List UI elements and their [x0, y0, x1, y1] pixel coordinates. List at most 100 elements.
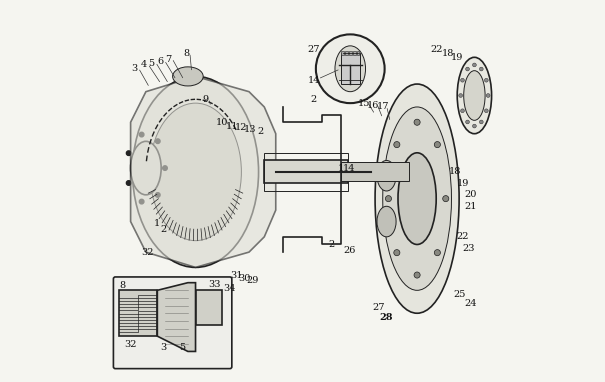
Text: 17: 17	[376, 102, 389, 112]
Bar	[264, 160, 348, 183]
Text: 24: 24	[464, 299, 477, 308]
Text: 14: 14	[343, 163, 355, 173]
Text: 22: 22	[430, 45, 442, 54]
Circle shape	[434, 249, 440, 256]
Text: 1: 1	[338, 163, 344, 173]
Ellipse shape	[149, 103, 241, 241]
Ellipse shape	[335, 46, 365, 92]
Text: 21: 21	[464, 202, 477, 211]
Circle shape	[385, 196, 391, 202]
Text: 2: 2	[311, 95, 317, 104]
Circle shape	[155, 193, 160, 197]
Text: 16: 16	[367, 100, 379, 110]
Ellipse shape	[132, 76, 258, 267]
Text: 2: 2	[257, 127, 264, 136]
Text: 14: 14	[308, 76, 320, 85]
Circle shape	[485, 78, 488, 82]
Circle shape	[394, 249, 400, 256]
Text: 34: 34	[224, 284, 236, 293]
Text: 8: 8	[183, 49, 189, 58]
Text: 19: 19	[451, 53, 463, 62]
Text: 7: 7	[165, 55, 171, 64]
Circle shape	[414, 119, 420, 125]
FancyBboxPatch shape	[113, 277, 232, 369]
Circle shape	[486, 94, 490, 97]
Ellipse shape	[398, 153, 436, 244]
Circle shape	[473, 124, 476, 128]
Circle shape	[466, 120, 469, 124]
Circle shape	[126, 151, 131, 155]
Text: 2: 2	[160, 225, 166, 234]
Text: 15: 15	[358, 99, 370, 108]
Text: 18: 18	[442, 49, 454, 58]
Text: 13: 13	[244, 125, 256, 134]
Circle shape	[485, 109, 488, 113]
Bar	[264, 153, 348, 191]
Text: 32: 32	[125, 340, 137, 349]
Text: 26: 26	[343, 246, 355, 255]
Circle shape	[434, 142, 440, 148]
Circle shape	[479, 120, 483, 124]
Circle shape	[460, 78, 465, 82]
Ellipse shape	[383, 107, 451, 290]
Text: 2: 2	[328, 240, 335, 249]
Circle shape	[466, 67, 469, 71]
Text: 9: 9	[202, 95, 208, 104]
Bar	[357, 51, 359, 55]
Bar	[349, 51, 352, 55]
Circle shape	[155, 139, 160, 144]
Text: 1: 1	[154, 219, 160, 228]
Bar	[345, 51, 348, 55]
Text: 22: 22	[457, 232, 469, 241]
Polygon shape	[157, 283, 195, 351]
Circle shape	[139, 132, 144, 137]
Ellipse shape	[457, 57, 492, 134]
Circle shape	[479, 67, 483, 71]
Circle shape	[163, 166, 167, 170]
Circle shape	[443, 196, 449, 202]
Text: 30: 30	[238, 274, 250, 283]
Circle shape	[459, 94, 463, 97]
Text: 28: 28	[380, 312, 393, 322]
Circle shape	[139, 199, 144, 204]
Text: 19: 19	[457, 179, 469, 188]
Ellipse shape	[172, 67, 203, 86]
Text: 8: 8	[119, 281, 125, 290]
Text: 5: 5	[179, 343, 185, 352]
Circle shape	[126, 181, 131, 185]
Text: 5: 5	[149, 58, 155, 68]
Text: 33: 33	[208, 280, 221, 289]
Bar	[341, 51, 344, 55]
Circle shape	[316, 34, 385, 103]
Text: 25: 25	[453, 290, 465, 299]
Text: 32: 32	[142, 248, 154, 257]
Text: 12: 12	[234, 123, 247, 133]
Text: 4: 4	[141, 60, 147, 70]
Circle shape	[460, 109, 465, 113]
Bar	[341, 53, 360, 84]
Text: 18: 18	[449, 167, 462, 176]
Text: 20: 20	[465, 190, 477, 199]
Text: 10: 10	[216, 118, 229, 127]
Ellipse shape	[463, 71, 485, 120]
Bar	[195, 290, 222, 325]
Text: 11: 11	[226, 121, 238, 131]
Circle shape	[414, 272, 420, 278]
Polygon shape	[131, 76, 276, 267]
Text: 31: 31	[231, 271, 243, 280]
Text: 3: 3	[131, 64, 137, 73]
Text: 3: 3	[160, 343, 166, 352]
Text: 27: 27	[308, 45, 320, 54]
Bar	[119, 290, 157, 336]
Text: 6: 6	[157, 57, 163, 66]
Bar	[341, 162, 410, 181]
Ellipse shape	[377, 160, 396, 191]
Text: 23: 23	[462, 244, 475, 253]
Ellipse shape	[131, 141, 161, 195]
Circle shape	[473, 63, 476, 67]
Circle shape	[394, 142, 400, 148]
Ellipse shape	[375, 84, 459, 313]
Text: 27: 27	[373, 303, 385, 312]
Ellipse shape	[377, 206, 396, 237]
Bar	[353, 51, 356, 55]
